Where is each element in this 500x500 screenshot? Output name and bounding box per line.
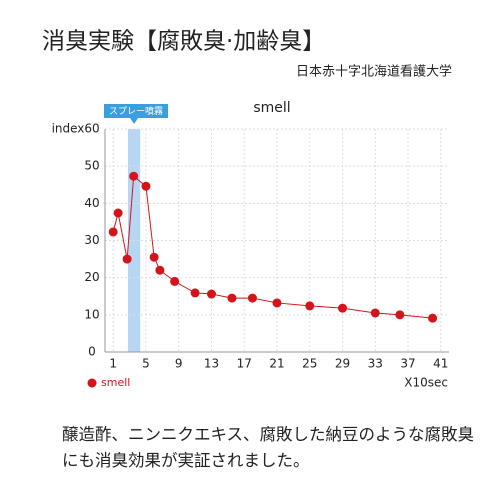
x-tick-label: 37 bbox=[400, 357, 415, 371]
chart: 消臭実験【腐敗臭·加齢臭】 日本赤十字北海道看護大学 smell index X… bbox=[42, 29, 452, 390]
annotation-box bbox=[104, 104, 168, 118]
data-point bbox=[338, 303, 348, 313]
data-point bbox=[395, 310, 405, 320]
data-point bbox=[206, 289, 216, 299]
legend-label: smell bbox=[101, 376, 130, 389]
x-tick-label: 1 bbox=[109, 357, 117, 371]
caption: 醸造酢、ニンニクエキス、腐敗した納豆のような腐敗臭にも消臭効果が実証されました。 bbox=[62, 425, 475, 470]
y-tick-label: 20 bbox=[84, 270, 99, 284]
x-tick-label: 29 bbox=[335, 357, 350, 371]
x-tick-label: 13 bbox=[204, 357, 219, 371]
data-point bbox=[141, 181, 151, 191]
x-tick-label: 9 bbox=[175, 357, 183, 371]
x-axis-label: X10sec bbox=[404, 376, 448, 390]
y-tick-label: 40 bbox=[84, 196, 99, 210]
data-point bbox=[428, 313, 438, 323]
x-tick-label: 33 bbox=[368, 357, 383, 371]
data-point bbox=[113, 208, 123, 218]
chart-title: smell bbox=[253, 100, 290, 116]
y-axis-label: index bbox=[52, 122, 85, 136]
annotation-pointer bbox=[130, 118, 139, 124]
data-point bbox=[227, 293, 237, 303]
data-point bbox=[305, 301, 315, 311]
x-tick-label: 21 bbox=[269, 357, 284, 371]
x-tick-label: 25 bbox=[302, 357, 317, 371]
page-title: 消臭実験【腐敗臭·加齢臭】 bbox=[42, 29, 325, 55]
annotation-label: スプレー噴霧 bbox=[109, 105, 163, 117]
x-tick-label: 5 bbox=[142, 357, 150, 371]
y-tick-label: 30 bbox=[84, 233, 99, 247]
x-tick-label: 17 bbox=[237, 357, 252, 371]
series-line bbox=[112, 175, 433, 319]
data-point bbox=[247, 293, 257, 303]
y-tick-label: 50 bbox=[84, 159, 99, 173]
data-point bbox=[190, 288, 200, 298]
data-point bbox=[370, 308, 380, 318]
data-point bbox=[122, 254, 132, 264]
x-tick-label: 41 bbox=[433, 357, 448, 371]
y-tick-label: 60 bbox=[84, 122, 99, 136]
subtitle: 日本赤十字北海道看護大学 bbox=[296, 64, 452, 80]
data-point bbox=[129, 171, 139, 181]
data-point bbox=[149, 252, 159, 262]
data-point bbox=[170, 276, 180, 286]
data-point bbox=[272, 298, 282, 308]
legend-marker bbox=[87, 378, 97, 388]
data-point bbox=[108, 227, 118, 237]
y-tick-label: 0 bbox=[88, 345, 96, 359]
y-tick-label: 10 bbox=[84, 307, 99, 321]
data-point bbox=[155, 265, 165, 275]
